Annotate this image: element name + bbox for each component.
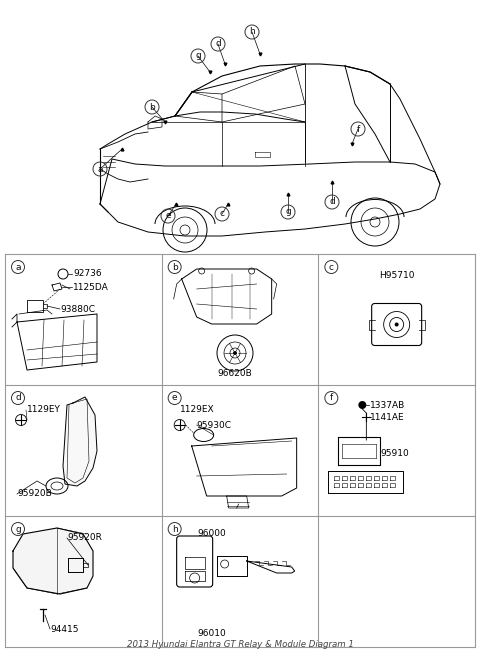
Circle shape xyxy=(233,351,237,355)
Text: H95710: H95710 xyxy=(379,271,414,280)
Text: f: f xyxy=(330,394,333,402)
Text: h: h xyxy=(249,27,255,37)
Text: 95930C: 95930C xyxy=(197,421,232,430)
Text: 96010: 96010 xyxy=(197,629,226,638)
Text: d: d xyxy=(215,40,221,48)
Text: c: c xyxy=(329,263,334,271)
Text: d: d xyxy=(329,198,335,207)
Text: h: h xyxy=(172,524,178,533)
Text: 1129EX: 1129EX xyxy=(180,406,214,415)
Text: a: a xyxy=(15,263,21,271)
Polygon shape xyxy=(13,528,93,594)
Text: e: e xyxy=(172,394,178,402)
Text: f: f xyxy=(356,125,360,134)
Circle shape xyxy=(395,323,399,327)
Text: 1129EY: 1129EY xyxy=(27,406,61,415)
Text: g: g xyxy=(15,524,21,533)
Polygon shape xyxy=(63,397,97,486)
Text: 1141AE: 1141AE xyxy=(371,413,405,421)
Text: 95920R: 95920R xyxy=(67,533,102,542)
Text: 2013 Hyundai Elantra GT Relay & Module Diagram 1: 2013 Hyundai Elantra GT Relay & Module D… xyxy=(127,640,353,649)
Text: e: e xyxy=(165,211,171,220)
Text: d: d xyxy=(15,394,21,402)
Text: 94415: 94415 xyxy=(50,625,79,634)
Text: 96620B: 96620B xyxy=(217,368,252,378)
Circle shape xyxy=(359,401,366,409)
Text: 1125DA: 1125DA xyxy=(73,282,109,291)
Text: g: g xyxy=(285,207,291,216)
Text: g: g xyxy=(195,52,201,61)
Text: c: c xyxy=(219,209,225,218)
Text: 92736: 92736 xyxy=(73,269,102,278)
Text: 93880C: 93880C xyxy=(60,304,95,314)
Text: 95910: 95910 xyxy=(380,449,409,458)
Text: b: b xyxy=(149,102,155,111)
Text: a: a xyxy=(97,164,103,173)
Text: 96000: 96000 xyxy=(197,529,226,539)
Text: 1337AB: 1337AB xyxy=(371,400,406,409)
Text: b: b xyxy=(172,263,178,271)
Text: 95920B: 95920B xyxy=(17,490,52,499)
